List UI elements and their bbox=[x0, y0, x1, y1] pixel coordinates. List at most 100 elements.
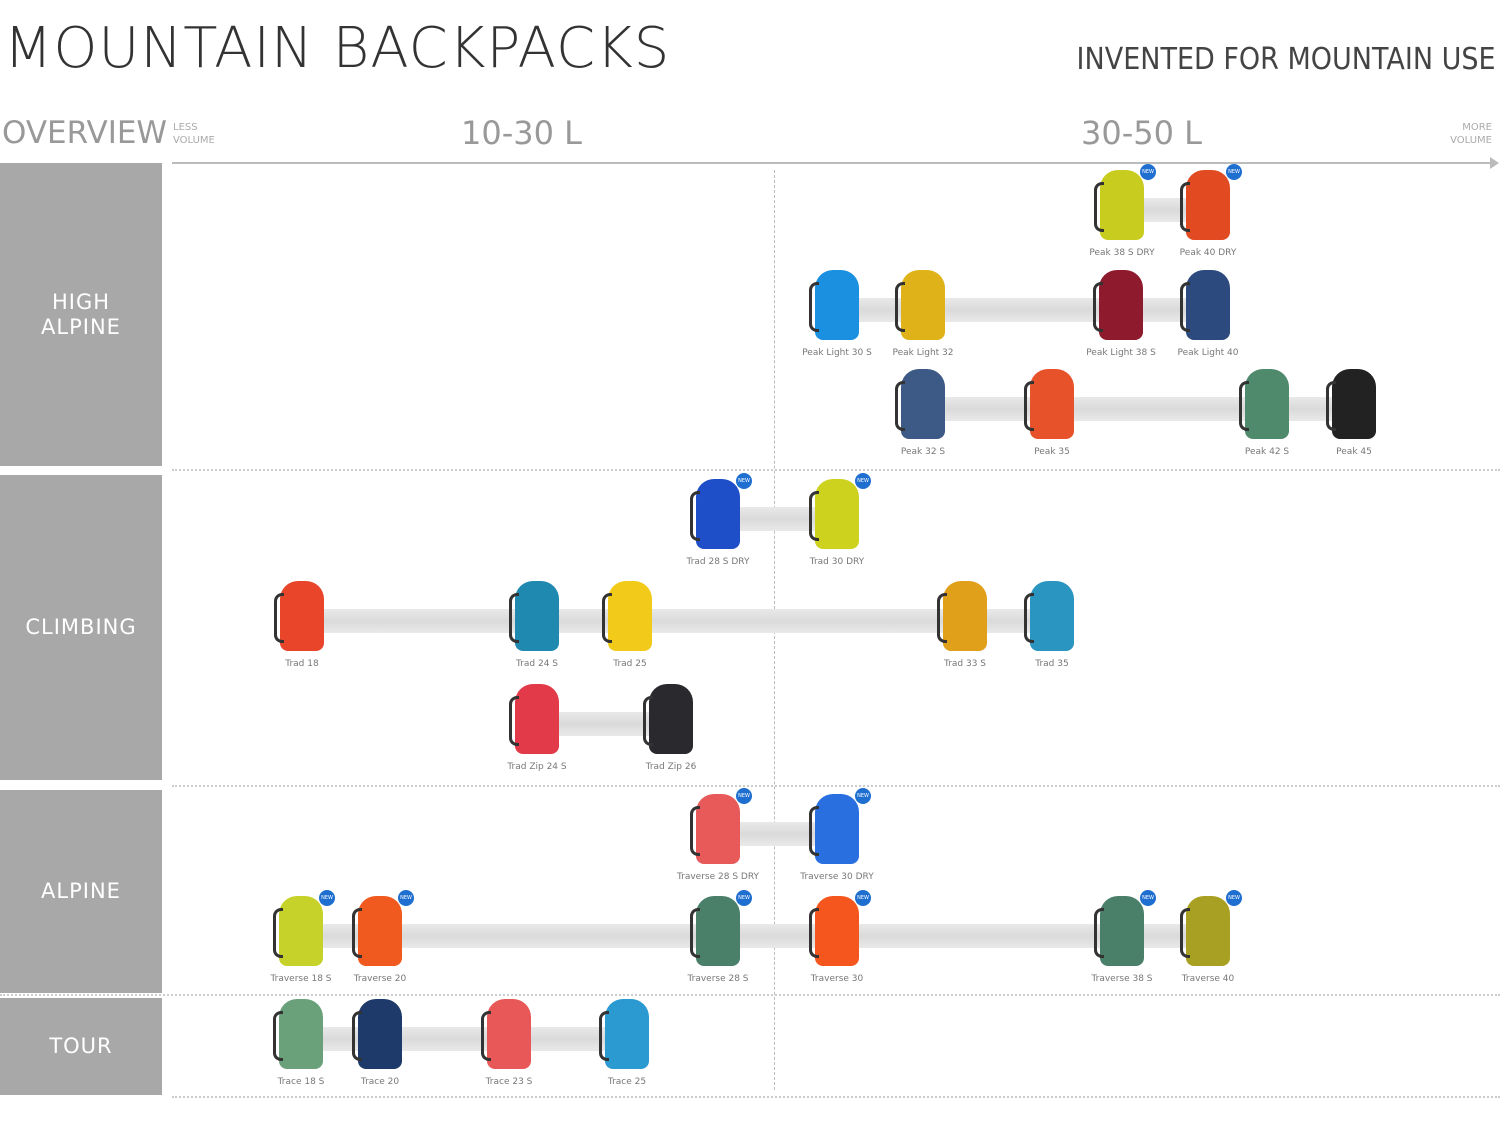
backpack-icon: NEW bbox=[1094, 890, 1156, 966]
product-item[interactable]: Peak 35 bbox=[992, 369, 1112, 457]
backpack-icon bbox=[1326, 369, 1376, 439]
strap-icon bbox=[809, 806, 819, 856]
strap-icon bbox=[1326, 381, 1336, 431]
product-item[interactable]: Peak Light 30 S bbox=[777, 270, 897, 358]
backpack-icon bbox=[509, 581, 559, 651]
product-item[interactable]: NEW Peak 40 DRY bbox=[1148, 164, 1268, 258]
row-divider bbox=[172, 1096, 1500, 1098]
product-item[interactable]: Peak 32 S bbox=[863, 369, 983, 457]
new-badge: NEW bbox=[1226, 164, 1242, 180]
product-label: Traverse 30 DRY bbox=[800, 872, 874, 882]
product-label: Traverse 28 S bbox=[687, 974, 749, 984]
backpack-icon bbox=[1239, 369, 1289, 439]
product-label: Peak 32 S bbox=[900, 447, 946, 457]
strap-icon bbox=[690, 908, 700, 958]
product-item[interactable]: NEW Traverse 30 bbox=[777, 890, 897, 984]
strap-icon bbox=[1094, 182, 1104, 232]
backpack-icon: NEW bbox=[690, 788, 752, 864]
product-item[interactable]: NEW Traverse 28 S bbox=[658, 890, 778, 984]
product-label: Traverse 18 S bbox=[270, 974, 332, 984]
product-item[interactable]: NEW Traverse 28 S DRY bbox=[658, 788, 778, 882]
backpack-icon bbox=[937, 581, 987, 651]
product-item[interactable]: NEW Traverse 18 S bbox=[241, 890, 361, 984]
product-label: Trad 35 bbox=[1035, 659, 1069, 669]
strap-icon bbox=[352, 908, 362, 958]
axis-arrow-icon bbox=[1490, 157, 1499, 169]
series-bar bbox=[301, 1027, 627, 1051]
more-volume-label: MORE VOLUME bbox=[1450, 122, 1492, 146]
backpack-icon: NEW bbox=[352, 890, 414, 966]
product-item[interactable]: NEW Trad 28 S DRY bbox=[658, 473, 778, 567]
backpack-icon: NEW bbox=[809, 890, 871, 966]
product-item[interactable]: Trad Zip 24 S bbox=[477, 684, 597, 772]
tagline: INVENTED FOR MOUNTAIN USE bbox=[1076, 42, 1496, 77]
strap-icon bbox=[599, 1011, 609, 1061]
new-badge: NEW bbox=[855, 788, 871, 804]
range-10-30: 10-30 L bbox=[461, 114, 582, 152]
strap-icon bbox=[509, 593, 519, 643]
product-item[interactable]: NEW Traverse 40 bbox=[1148, 890, 1268, 984]
new-badge: NEW bbox=[736, 473, 752, 489]
product-label: Trace 25 bbox=[607, 1077, 647, 1087]
product-label: Peak 35 bbox=[1034, 447, 1070, 457]
strap-icon bbox=[602, 593, 612, 643]
product-item[interactable]: Trad 25 bbox=[570, 581, 690, 669]
new-badge: NEW bbox=[736, 890, 752, 906]
product-label: Traverse 38 S bbox=[1091, 974, 1153, 984]
strap-icon bbox=[809, 908, 819, 958]
row-divider bbox=[172, 469, 1500, 471]
backpack-icon bbox=[602, 581, 652, 651]
category-alpine: ALPINE bbox=[0, 790, 162, 993]
product-label: Trad 18 bbox=[285, 659, 319, 669]
product-label: Traverse 20 bbox=[353, 974, 407, 984]
strap-icon bbox=[895, 282, 905, 332]
backpack-icon: NEW bbox=[809, 788, 871, 864]
product-item[interactable]: NEW Traverse 30 DRY bbox=[777, 788, 897, 882]
product-label: Peak 42 S bbox=[1244, 447, 1290, 457]
backpack-icon: NEW bbox=[1094, 164, 1156, 240]
product-item[interactable]: NEW Trad 30 DRY bbox=[777, 473, 897, 567]
product-item[interactable]: Trace 25 bbox=[567, 999, 687, 1087]
product-item[interactable]: Trace 18 S bbox=[241, 999, 361, 1087]
product-item[interactable]: Trad 24 S bbox=[477, 581, 597, 669]
strap-icon bbox=[690, 491, 700, 541]
product-label: Trad 24 S bbox=[516, 659, 558, 669]
product-item[interactable]: NEW Traverse 38 S bbox=[1062, 890, 1182, 984]
row-divider bbox=[0, 994, 1500, 996]
series-bar bbox=[302, 609, 1052, 633]
product-item[interactable]: Trad 18 bbox=[242, 581, 362, 669]
product-label: Trad 28 S DRY bbox=[686, 557, 750, 567]
product-item[interactable]: Peak Light 32 bbox=[863, 270, 983, 358]
page-title: MOUNTAIN BACKPACKS bbox=[4, 16, 671, 81]
strap-icon bbox=[509, 696, 519, 746]
product-label: Peak 40 DRY bbox=[1179, 248, 1237, 258]
category-climbing: CLIMBING bbox=[0, 475, 162, 780]
strap-icon bbox=[1180, 908, 1190, 958]
new-badge: NEW bbox=[736, 788, 752, 804]
product-label: Traverse 28 S DRY bbox=[676, 872, 760, 882]
product-label: Peak 45 bbox=[1336, 447, 1372, 457]
product-item[interactable]: Peak Light 40 bbox=[1148, 270, 1268, 358]
product-label: Trad 25 bbox=[613, 659, 647, 669]
product-label: Trace 20 bbox=[360, 1077, 400, 1087]
product-item[interactable]: NEW Traverse 20 bbox=[320, 890, 440, 984]
product-item[interactable]: Trad Zip 26 bbox=[611, 684, 731, 772]
product-item[interactable]: Peak 45 bbox=[1294, 369, 1414, 457]
product-label: Peak Light 40 bbox=[1177, 348, 1239, 358]
product-item[interactable]: Trace 23 S bbox=[449, 999, 569, 1087]
volume-axis bbox=[172, 162, 1492, 164]
product-item[interactable]: Trad 33 S bbox=[905, 581, 1025, 669]
product-item[interactable]: Trad 35 bbox=[992, 581, 1112, 669]
product-item[interactable]: Trace 20 bbox=[320, 999, 440, 1087]
product-item[interactable]: Peak 42 S bbox=[1207, 369, 1327, 457]
backpack-icon bbox=[509, 684, 559, 754]
backpack-icon bbox=[895, 270, 945, 340]
new-badge: NEW bbox=[319, 890, 335, 906]
backpack-icon: NEW bbox=[690, 473, 752, 549]
product-item[interactable]: Peak Light 38 S bbox=[1061, 270, 1181, 358]
backpack-icon bbox=[1093, 270, 1143, 340]
strap-icon bbox=[895, 381, 905, 431]
product-label: Trad Zip 24 S bbox=[507, 762, 567, 772]
product-item[interactable]: NEW Peak 38 S DRY bbox=[1062, 164, 1182, 258]
